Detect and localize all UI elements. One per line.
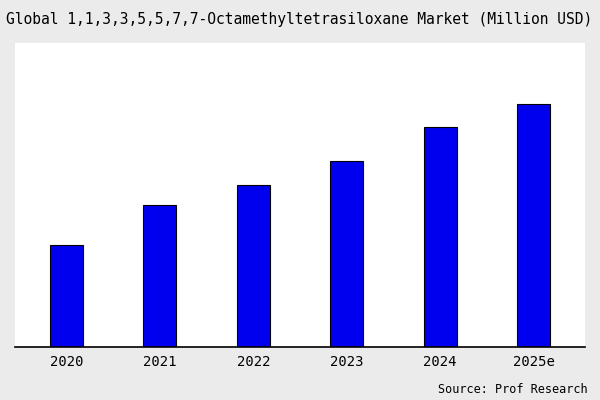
Bar bbox=[331, 161, 363, 347]
Text: Source: Prof Research: Source: Prof Research bbox=[439, 383, 588, 396]
Bar bbox=[517, 104, 550, 347]
Bar bbox=[237, 185, 269, 347]
Bar bbox=[143, 205, 176, 347]
Bar bbox=[424, 127, 457, 347]
Bar bbox=[50, 246, 83, 347]
Text: Global 1,1,3,3,5,5,7,7-Octamethyltetrasiloxane Market (Million USD): Global 1,1,3,3,5,5,7,7-Octamethyltetrasi… bbox=[6, 12, 592, 27]
